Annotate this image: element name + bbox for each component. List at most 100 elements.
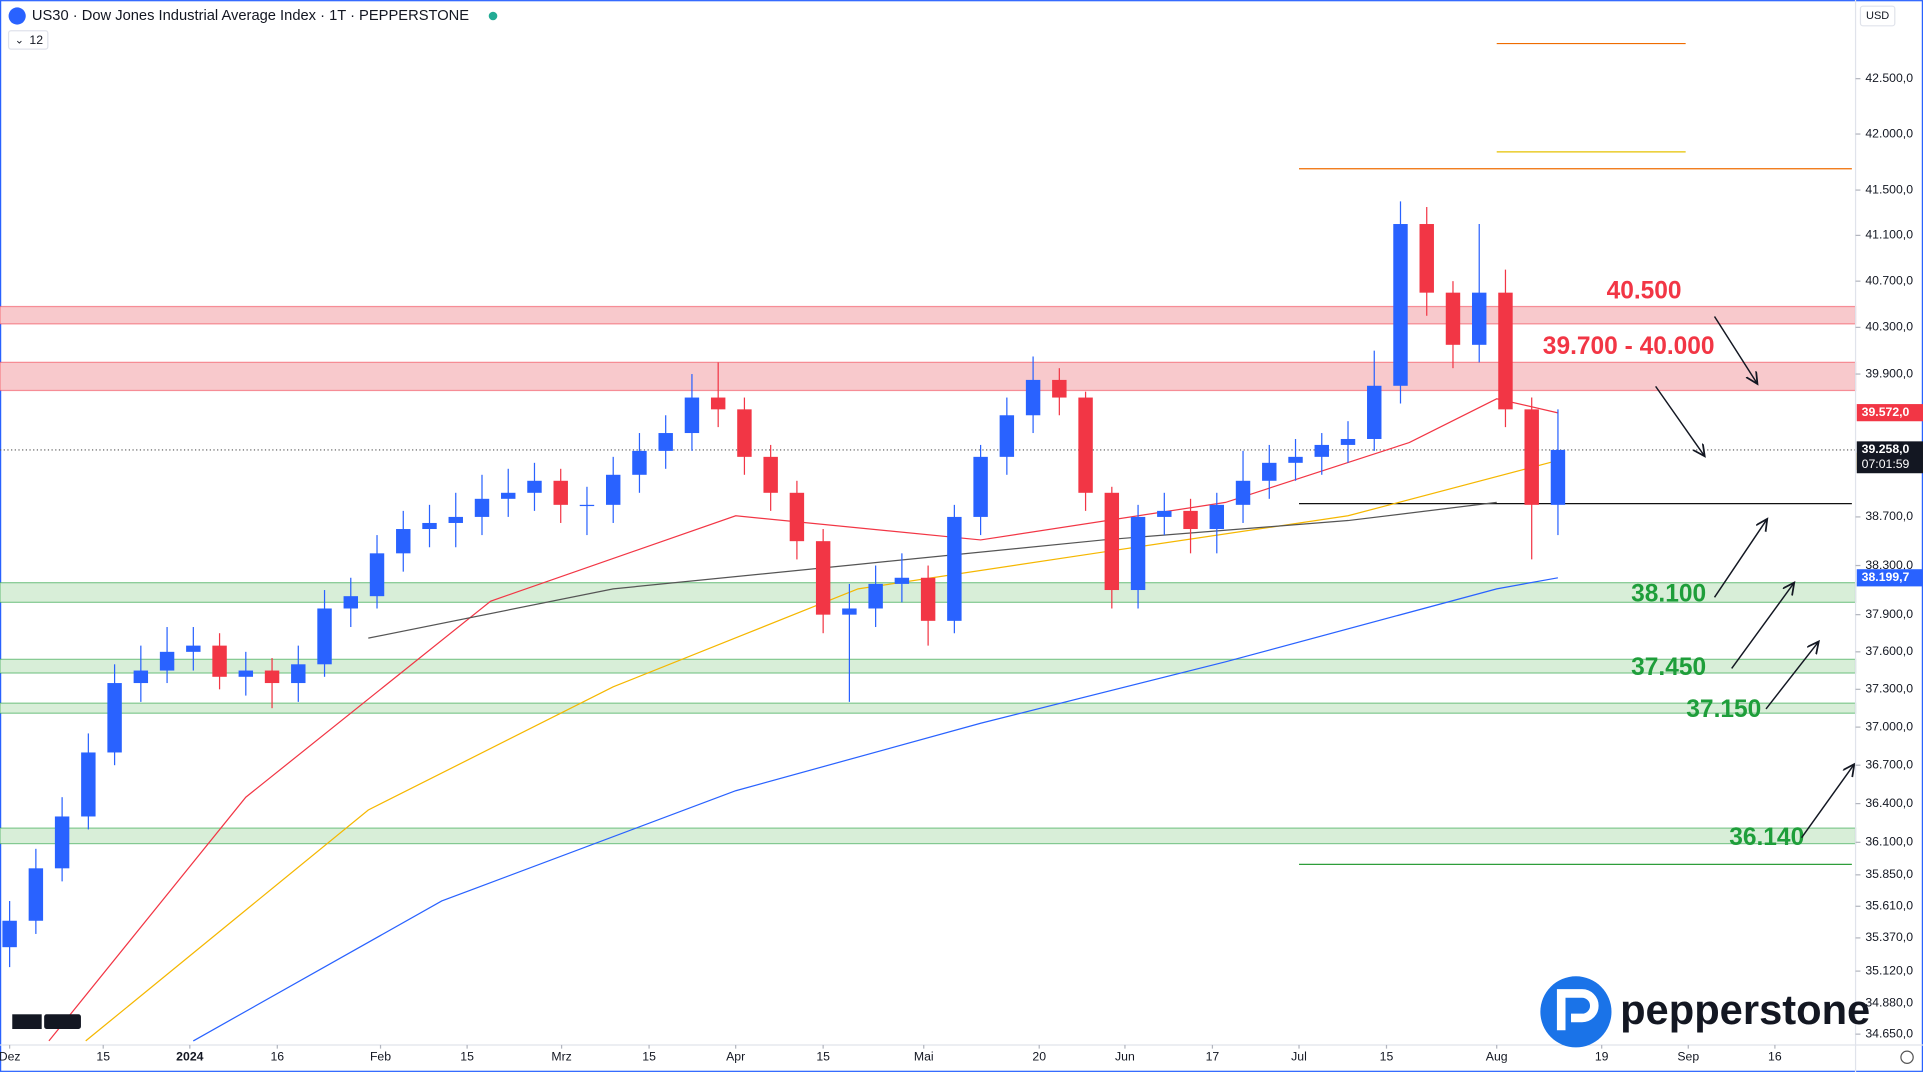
- x-tick-label: Mai: [914, 1049, 934, 1063]
- candle-body: [238, 670, 254, 677]
- candle-body: [343, 596, 358, 609]
- currency-button[interactable]: [1859, 5, 1896, 27]
- candle-body: [474, 498, 490, 517]
- candle-body: [1498, 292, 1513, 410]
- candle-body: [1130, 516, 1146, 591]
- x-tick-label: Sep: [1677, 1049, 1699, 1063]
- candle-body: [1340, 438, 1356, 445]
- candle-body: [1183, 510, 1198, 530]
- candle-body: [1419, 224, 1434, 293]
- price-tag-label: 39.572,0: [1862, 405, 1910, 419]
- candle-body: [54, 816, 70, 869]
- y-tick-label: 36.700,0: [1865, 757, 1913, 771]
- candle-body: [396, 529, 411, 554]
- candle-body: [658, 433, 673, 451]
- candle-body: [1472, 292, 1487, 345]
- x-tick-label: Mrz: [551, 1049, 571, 1063]
- candle-body: [291, 664, 306, 684]
- candle-body: [1104, 492, 1120, 591]
- candle-body: [1550, 449, 1566, 505]
- status-dot: [488, 11, 498, 21]
- zone-label: 36.140: [1729, 824, 1804, 851]
- zone: [0, 702, 1857, 714]
- candle-body: [1262, 462, 1277, 481]
- candle-body: [815, 541, 831, 615]
- candle-body: [1445, 292, 1461, 345]
- y-tick-label: 36.400,0: [1865, 796, 1913, 810]
- candle-body: [212, 645, 227, 677]
- zone-label: 37.450: [1631, 654, 1706, 681]
- candle-body: [920, 577, 936, 621]
- symbol-icon: [8, 7, 26, 25]
- y-tick-label: 41.100,0: [1865, 228, 1913, 242]
- candle-body: [422, 522, 437, 530]
- x-tick-label: 15: [816, 1049, 830, 1063]
- candle-body: [81, 752, 96, 817]
- zone-label: 39.700 - 40.000: [1543, 333, 1715, 360]
- y-tick-label: 38.300,0: [1865, 558, 1913, 572]
- candle-body: [1052, 379, 1067, 398]
- brand-name: pepperstone: [1620, 986, 1870, 1033]
- candle-body: [1393, 224, 1408, 386]
- zone: [0, 827, 1857, 845]
- y-tick-label: 37.900,0: [1865, 607, 1913, 621]
- x-tick-label: Feb: [370, 1049, 391, 1063]
- candle-body: [1157, 510, 1172, 517]
- candle-body: [553, 480, 568, 505]
- candle-body: [868, 583, 883, 609]
- candle-body: [264, 670, 280, 684]
- settings-button[interactable]: [1900, 1050, 1914, 1064]
- x-tick-label: 2024: [176, 1049, 203, 1063]
- x-tick-label: 15: [1380, 1049, 1394, 1063]
- y-tick-label: 42.500,0: [1865, 71, 1913, 85]
- candle-body: [1367, 385, 1382, 439]
- arrows: [1655, 316, 1855, 839]
- moving-average: [368, 501, 1497, 639]
- candle-body: [28, 868, 44, 921]
- y-tick-label: 36.100,0: [1865, 835, 1913, 849]
- x-tick-label: 19: [1595, 1049, 1609, 1063]
- moving-average: [192, 577, 1559, 1042]
- candle-body: [1524, 409, 1539, 505]
- x-tick-label: 20: [1032, 1049, 1046, 1063]
- y-tick-label: 40.700,0: [1865, 273, 1913, 287]
- x-tick-label: 16: [1768, 1049, 1782, 1063]
- collapse-button[interactable]: [7, 30, 49, 50]
- x-tick-label: 16: [270, 1049, 284, 1063]
- x-tick-label: 15: [96, 1049, 110, 1063]
- candle-body: [501, 492, 516, 499]
- x-tick-label: Aug: [1486, 1049, 1508, 1063]
- x-tick-label: Jul: [1291, 1049, 1307, 1063]
- candle-body: [579, 504, 595, 507]
- zone: [0, 305, 1857, 325]
- currency: USD: [1866, 10, 1889, 22]
- candle-body: [973, 456, 988, 517]
- y-tick-label: 41.500,0: [1865, 182, 1913, 196]
- candle-body: [684, 397, 700, 434]
- candle-body: [947, 516, 962, 621]
- candle-body: [133, 670, 149, 684]
- candle-body: [710, 397, 726, 410]
- candle-body: [894, 577, 910, 584]
- x-tick-label: Apr: [726, 1049, 745, 1063]
- candle-body: [737, 409, 752, 457]
- candle-body: [1025, 379, 1041, 416]
- x-tick-label: 15: [460, 1049, 474, 1063]
- y-tick-label: 42.000,0: [1865, 126, 1913, 140]
- candle-body: [1314, 444, 1329, 457]
- y-tick-label: 38.700,0: [1865, 509, 1913, 523]
- candle-body: [842, 608, 857, 615]
- y-tick-label: 35.120,0: [1865, 963, 1913, 977]
- moving-average: [85, 459, 1559, 1042]
- candle-body: [605, 474, 621, 505]
- x-tick-label: Dez: [0, 1049, 21, 1063]
- y-tick-label: 34.650,0: [1865, 1026, 1913, 1040]
- zone-label: 38.100: [1631, 580, 1706, 607]
- collapse-chevron: ⌄: [15, 34, 24, 46]
- brand-logo: pepperstone: [1540, 976, 1870, 1048]
- candle-body: [317, 608, 332, 665]
- x-tick-label: 17: [1206, 1049, 1220, 1063]
- y-tick-label: 37.000,0: [1865, 719, 1913, 733]
- y-tick-label: 35.850,0: [1865, 867, 1913, 881]
